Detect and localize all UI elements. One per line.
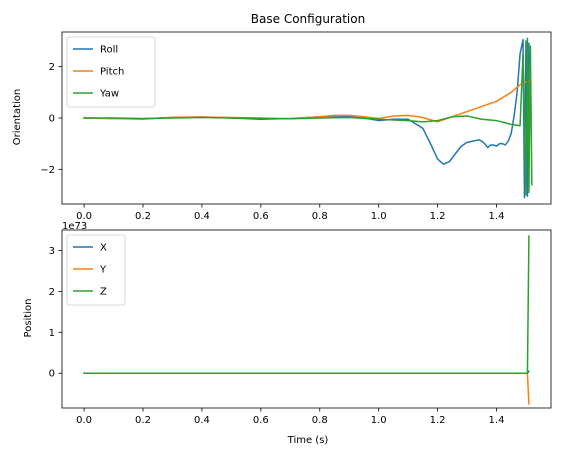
- orientation-axes-frame: [61, 31, 552, 205]
- series-line-yaw: [83, 37, 533, 196]
- orientation-subplot: Base Configuration 0.0 0.2 0.4 0.6 0.8 1.0 1.2…: [12, 12, 552, 222]
- series-line-z: [83, 235, 530, 374]
- legend-label-roll: Roll: [100, 45, 118, 56]
- position-legend: XYZ: [66, 234, 126, 306]
- x-tick-label: 0.4: [194, 415, 210, 426]
- x-tick-label: 1.2: [430, 211, 446, 222]
- x-tick-label: 1.2: [430, 415, 446, 426]
- legend-label-yaw: Yaw: [99, 89, 119, 100]
- x-tick-label: 1.0: [371, 211, 387, 222]
- x-tick-label: 1.0: [371, 415, 387, 426]
- x-tick-label: 0.8: [312, 415, 328, 426]
- y-tick-label: −2: [40, 165, 55, 176]
- position-axes-frame: [61, 229, 552, 409]
- x-axis-label-time: Time (s): [287, 435, 329, 446]
- chart-title: Base Configuration: [251, 12, 365, 26]
- y-tick-label: 1: [49, 328, 55, 339]
- x-tick-label: 0.0: [76, 415, 92, 426]
- x-tick-label: 0.2: [135, 415, 151, 426]
- x-tick-label: 0.0: [76, 211, 92, 222]
- x-tick-label: 1.4: [489, 415, 505, 426]
- legend-frame: [66, 234, 126, 306]
- y-tick-label: 0: [49, 114, 55, 125]
- y-tick-label: 0: [49, 369, 55, 380]
- x-tick-label: 0.8: [312, 211, 328, 222]
- legend-label-pitch: Pitch: [100, 67, 124, 78]
- legend-frame: [66, 36, 156, 108]
- x-tick-label: 0.2: [135, 211, 151, 222]
- x-tick-label: 0.6: [253, 415, 269, 426]
- y-tick-label: 2: [49, 287, 55, 298]
- y-offset-text: 1e73: [62, 221, 87, 232]
- x-tick-label: 0.4: [194, 211, 210, 222]
- position-subplot: 1e73 0.0 0.2 0.4 0.6 0.8 1.0 1.2 1.4 0 1 2 3 Positi…: [23, 221, 552, 446]
- orientation-axis-ticks: 0.0 0.2 0.4 0.6 0.8 1.0 1.2 1.4 −2 0 2: [40, 62, 504, 222]
- x-tick-label: 0.6: [253, 211, 269, 222]
- orientation-series-lines: [83, 37, 533, 199]
- y-tick-label: 2: [49, 62, 55, 73]
- y-axis-label-orientation: Orientation: [12, 89, 23, 145]
- y-axis-label-position: Position: [23, 299, 34, 338]
- legend-label-x: X: [100, 243, 107, 254]
- legend-label-y: Y: [99, 265, 107, 276]
- position-series-lines: [83, 235, 530, 405]
- position-axis-ticks: 0.0 0.2 0.4 0.6 0.8 1.0 1.2 1.4 0 1 2 3: [49, 246, 505, 426]
- orientation-legend: Roll Pitch Yaw: [66, 36, 156, 108]
- legend-label-z: Z: [100, 287, 107, 298]
- x-tick-label: 1.4: [489, 211, 505, 222]
- y-tick-label: 3: [49, 246, 55, 257]
